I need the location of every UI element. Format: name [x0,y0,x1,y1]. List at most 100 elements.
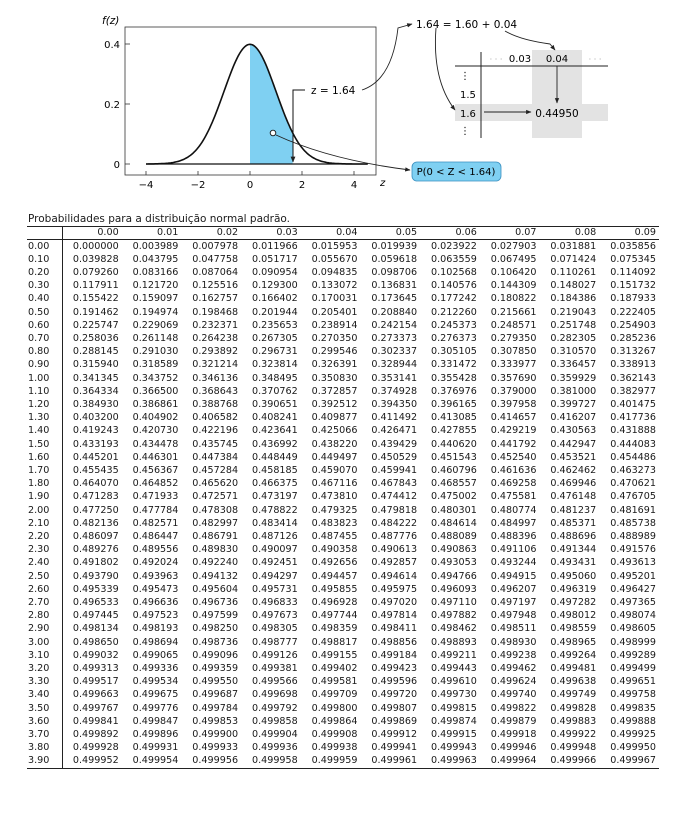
probability-cell: 0.384930 [72,398,119,410]
probability-cell: 0.478308 [192,504,239,516]
probability-cell: 0.474412 [371,491,418,503]
probability-cell: 0.499964 [490,755,537,767]
probability-cell: 0.453521 [550,451,597,463]
probability-cell: 0.079260 [72,266,119,278]
row-z-label: 0.40 [27,292,63,306]
probability-cell: 0.310570 [550,346,597,358]
probability-cell: 0.379000 [490,385,537,397]
probability-cell: 0.499892 [72,729,119,741]
probability-cell: 0.499638 [550,676,597,688]
probability-cell: 0.423641 [251,425,298,437]
probability-cell: 0.484614 [431,517,477,529]
probability-cell: 0.499883 [550,715,597,727]
probability-cell: 0.343752 [132,372,179,384]
probability-cell: 0.471933 [132,491,179,503]
table-caption: Probabilidades para a distribuição norma… [28,213,290,225]
probability-cell: 0.496533 [72,596,119,608]
probability-cell: 0.499900 [192,729,239,741]
probability-cell: 0.499828 [550,702,597,714]
probability-cell: 0.499864 [311,715,358,727]
probability-cell: 0.133072 [311,280,358,292]
row-z-label: 2.40 [27,556,63,570]
probability-cell: 0.489556 [132,544,179,556]
x-tick-label: −2 [191,180,206,191]
probability-cell: 0.463273 [610,464,656,476]
row-z-label: 3.10 [27,648,63,662]
probability-cell: 0.495060 [550,570,597,582]
probability-cell: 0.498012 [550,610,597,622]
probability-cell: 0.499776 [132,702,179,714]
probability-cell: 0.492024 [132,557,179,569]
probability-cell: 0.499423 [371,663,418,674]
table-row: 0.40 0.155422 0.159097 0.162757 0.166402 0.17… [27,292,659,306]
probability-cell: 0.499904 [251,729,298,741]
probability-label-box [411,161,502,182]
probability-cell: 0.225747 [72,319,119,331]
probability-cell: 0.350830 [311,372,358,384]
probability-cell: 0.366500 [132,385,179,397]
column-header: 0.07 [515,227,537,238]
probability-cell: 0.495975 [371,583,418,595]
probability-cell: 0.499938 [311,742,358,754]
probability-cell: 0.499709 [311,689,358,701]
probability-label: P(0 < Z < 1.64) [417,167,496,178]
probability-cell: 0.480774 [490,504,537,516]
probability-cell: 0.499096 [192,649,239,661]
probability-cell: 0.098706 [371,266,418,278]
probability-cell: 0.496207 [490,583,537,595]
row-z-label: 0.60 [27,318,63,332]
probability-cell: 0.499581 [311,676,358,688]
table-row: 2.00 0.477250 0.477784 0.478308 0.478822 0.47… [27,503,659,517]
probability-cell: 0.494457 [311,570,358,582]
probability-cell: 0.496636 [132,596,179,608]
probability-cell: 0.285236 [610,332,656,344]
probability-cell: 0.396165 [431,398,477,410]
probability-cell: 0.291030 [132,346,179,358]
probability-cell: 0.482997 [192,517,239,529]
column-header: 0.01 [157,227,179,238]
probability-cell: 0.490358 [311,544,358,556]
probability-cell: 0.413085 [431,412,477,424]
probability-cell: 0.015953 [311,240,358,252]
probability-cell: 0.439429 [371,438,418,450]
table-row: 0.10 0.039828 0.043795 0.047758 0.051717 0.05… [27,252,659,266]
probability-cell: 0.496093 [431,583,477,595]
probability-cell: 0.427855 [431,425,477,437]
probability-cell: 0.406582 [192,412,239,424]
inset-row-ellipsis: ⋮ [460,126,470,137]
probability-cell: 0.438220 [311,438,358,450]
table-row: 3.70 0.499892 0.499896 0.499900 0.499904 0.49… [27,728,659,742]
row-z-label: 0.00 [27,239,63,253]
probability-cell: 0.019939 [371,240,418,252]
probability-cell: 0.499925 [610,729,656,741]
probability-cell: 0.419243 [72,425,119,437]
row-z-label: 2.70 [27,595,63,610]
probability-cell: 0.408241 [251,412,298,424]
table-row: 2.20 0.486097 0.486447 0.486791 0.487126 0.48… [27,529,659,544]
probability-cell: 0.488396 [490,530,537,542]
probability-cell: 0.499792 [251,702,298,714]
probability-cell: 0.023922 [431,240,477,252]
probability-cell: 0.498965 [550,636,597,648]
probability-cell: 0.338913 [610,359,656,371]
probability-cell: 0.279350 [490,332,537,344]
probability-cell: 0.140576 [431,280,477,292]
probability-cell: 0.494614 [371,570,418,582]
probability-cell: 0.411492 [371,412,418,424]
row-z-label: 3.20 [27,662,63,676]
probability-cell: 0.336457 [550,359,597,371]
inset-row-ellipsis: ⋮ [460,71,470,82]
probability-cell: 0.212260 [431,306,477,318]
probability-cell: 0.441792 [490,438,537,450]
table-row: 3.60 0.499841 0.499847 0.499853 0.499858 0.49… [27,714,659,729]
probability-cell: 0.429219 [490,425,537,437]
x-tick-label: 0 [247,180,253,191]
decomp-to-row-arrow [435,27,456,111]
table-row: 3.90 0.499952 0.499954 0.499956 0.499958 0.49… [27,754,659,769]
probability-cell: 0.436992 [251,438,298,450]
probability-cell: 0.000000 [72,240,119,252]
probability-cell: 0.499238 [490,649,537,661]
table-row: 3.00 0.498650 0.498694 0.498736 0.498777 0.49… [27,635,659,649]
probability-cell: 0.173645 [371,293,418,305]
probability-cell: 0.491576 [610,544,656,556]
